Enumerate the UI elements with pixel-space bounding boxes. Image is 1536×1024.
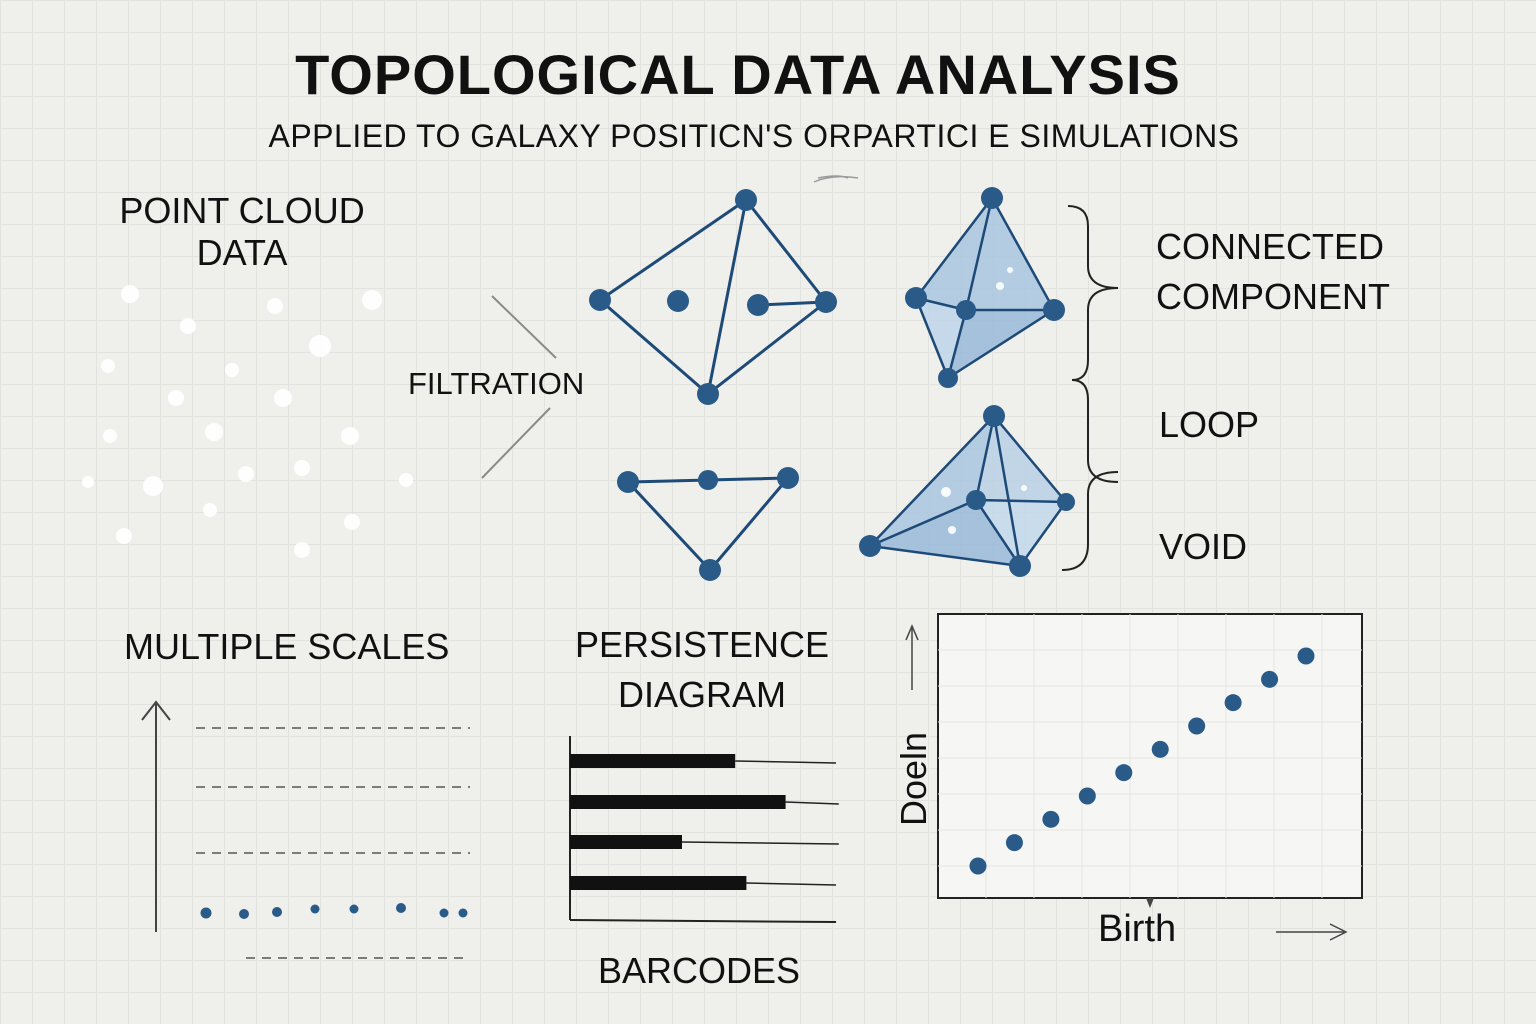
persistence-point <box>1005 834 1023 852</box>
label-barcodes: BARCODES <box>598 950 801 991</box>
right-arrow-icon <box>1276 923 1348 941</box>
cloud-point <box>205 423 223 441</box>
barcode-bar <box>570 795 786 809</box>
persistence-point <box>1224 694 1242 712</box>
persistence-point <box>1042 810 1060 828</box>
persistence-point <box>969 857 987 875</box>
cloud-point <box>203 503 217 517</box>
cloud-point <box>294 542 310 558</box>
y-axis-arrow-icon <box>905 624 919 690</box>
page-subtitle: APPLIED TO GALAXY POSITICN'S ORPARTICI E… <box>268 118 1240 154</box>
cloud-point <box>341 427 359 445</box>
cloud-point <box>274 389 292 407</box>
cloud-point <box>294 460 310 476</box>
persistence-xlabel: Birth <box>1098 908 1177 950</box>
scale-lines <box>196 727 470 959</box>
brace-icon <box>1061 205 1119 571</box>
cloud-point <box>238 466 254 482</box>
up-arrow-icon <box>141 700 171 932</box>
cloud-point <box>180 318 196 334</box>
complex-tetra-bottom <box>859 405 1075 577</box>
label-loop: LOOP <box>1159 404 1260 445</box>
barcode-bars <box>570 754 839 890</box>
cloud-point <box>116 528 132 544</box>
complex-diamond-nodes <box>589 189 837 405</box>
persistence-points <box>969 647 1315 875</box>
complex-tetra-top <box>905 187 1065 388</box>
barcode-tail <box>785 801 839 805</box>
label-point-cloud: POINT CLOUD DATA <box>92 190 392 274</box>
page-title: TOPOLOGICAL DATA ANALYSIS <box>295 43 1181 106</box>
persistence-point <box>1188 717 1206 735</box>
label-connected-line2: COMPONENT <box>1156 276 1390 317</box>
barcode-bar <box>570 754 736 768</box>
cloud-point <box>103 429 117 443</box>
scribble-mark <box>813 175 859 183</box>
complex-triangle-nodes <box>617 467 799 581</box>
cloud-point <box>309 335 331 357</box>
label-point-cloud-line1: POINT CLOUD <box>119 190 365 231</box>
cloud-point <box>143 476 163 496</box>
cloud-point <box>121 285 139 303</box>
complex-triangle <box>626 476 790 572</box>
label-persistence-diagram: PERSISTENCE DIAGRAM <box>552 620 852 720</box>
barcode-tail <box>746 882 837 886</box>
persistence-plot <box>937 613 1363 899</box>
label-void: VOID <box>1159 526 1248 567</box>
cloud-point <box>267 298 283 314</box>
filtration-arrow-icon <box>481 295 557 479</box>
cloud-point <box>399 473 413 487</box>
label-persistence-line2: DIAGRAM <box>617 674 786 715</box>
barcode-bar <box>570 835 682 849</box>
cloud-point <box>344 514 360 530</box>
cloud-point <box>168 390 184 406</box>
point-cloud <box>82 285 413 558</box>
complex-diamond <box>598 198 828 396</box>
label-multiple-scales: MULTIPLE SCALES <box>124 626 450 667</box>
cloud-point <box>362 290 382 310</box>
label-persistence-line1: PERSISTENCE <box>574 624 830 665</box>
barcode-tail <box>735 760 837 764</box>
x-axis-tick-icon <box>1146 898 1154 908</box>
persistence-point <box>1115 764 1133 782</box>
barcode-bar <box>570 876 747 890</box>
persistence-point <box>1261 670 1279 688</box>
label-point-cloud-line2: DATA <box>196 232 288 273</box>
label-filtration: FILTRATION <box>408 366 585 401</box>
persistence-point <box>1078 787 1096 805</box>
label-connected-component: CONNECTED COMPONENT <box>1156 222 1390 322</box>
barcode-tail <box>681 841 839 845</box>
persistence-point <box>1151 740 1169 758</box>
persistence-point <box>1297 647 1315 665</box>
cloud-point <box>101 359 115 373</box>
cloud-point <box>225 363 239 377</box>
label-connected-line1: CONNECTED <box>1156 226 1385 267</box>
cloud-point <box>82 476 94 488</box>
scale-points <box>200 903 468 919</box>
